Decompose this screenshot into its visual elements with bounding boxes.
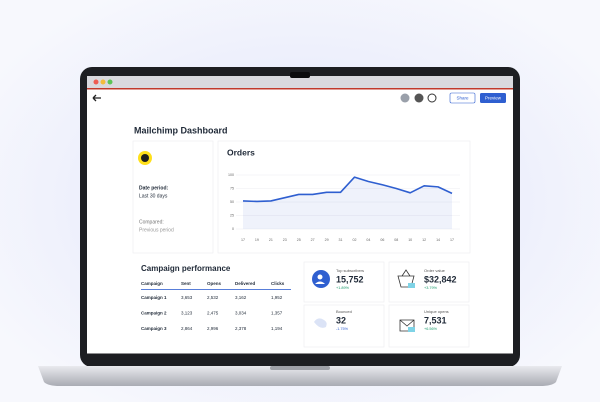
subscribers-icon-body (315, 281, 325, 284)
subscribers-icon-head (317, 274, 323, 280)
x-tick-label: 02 (352, 238, 356, 242)
stat-label: Bounced (336, 309, 352, 314)
stat-card (388, 304, 470, 348)
window-maximize[interactable] (107, 79, 113, 85)
orders-card (217, 140, 471, 254)
share-button[interactable] (449, 92, 476, 104)
table-header: Delivered (235, 281, 256, 286)
title-bar-line (87, 88, 513, 90)
table-header: Opens (207, 281, 222, 286)
chart-title: Orders (227, 147, 255, 157)
avatar-add[interactable] (427, 93, 437, 103)
stat-card (388, 261, 470, 303)
table-cell: 2,475 (207, 311, 219, 316)
compared-label: Compared: (139, 219, 164, 225)
line (242, 176, 453, 203)
x-tick-label: 08 (394, 238, 398, 242)
stat-card (303, 304, 385, 348)
stat-value: 15,752 (336, 274, 364, 284)
x-tick-label: 25 (297, 238, 301, 242)
table-cell: 3,162 (235, 295, 247, 300)
table-cell: 3,653 (181, 295, 193, 300)
dashboard-title: Mailchimp Dashboard (134, 125, 228, 135)
x-tick-label: 17 (450, 238, 454, 242)
table-cell: 1,952 (271, 295, 283, 300)
table-header-rule (141, 289, 291, 290)
table-title: Campaign performance (141, 264, 231, 273)
stat-change: -1.75% (336, 327, 349, 331)
back-arrow[interactable] (92, 94, 101, 102)
x-tick-label: 04 (366, 238, 370, 242)
preview-label[interactable]: Preview (485, 95, 502, 100)
table-cell: 2,996 (207, 326, 219, 331)
x-tick-label: 19 (255, 238, 259, 242)
table-cell: 2,532 (207, 295, 219, 300)
table-cell: 2,378 (235, 326, 247, 331)
camera-notch (290, 72, 310, 78)
y-tick-label: 75 (230, 186, 234, 190)
campaign-name: Campaign 2 (141, 311, 167, 316)
table-header: Campaign (141, 281, 163, 286)
y-tick-label: 0 (232, 227, 234, 231)
stat-value: $32,842 (424, 274, 457, 284)
date-value: Last 30 days (139, 193, 168, 199)
y-tick-label: 25 (230, 213, 234, 217)
table-cell: 3,034 (235, 311, 247, 316)
table-header: Clicks (271, 281, 285, 286)
table-cell: 2,864 (181, 326, 193, 331)
campaign-table: Campaign Sent Opens Delivered Clicks Campaign… (141, 281, 285, 331)
date-label: Date period: (139, 185, 169, 191)
stat-label: Unique opens (424, 309, 449, 314)
compared-value: Previous period (139, 227, 174, 233)
stat-change: +6.56% (424, 327, 438, 331)
preview-button[interactable] (480, 93, 506, 103)
avatar[interactable] (400, 93, 410, 103)
stat-value: 7,531 (424, 315, 447, 325)
x-tick-label: 14 (436, 238, 440, 242)
table-header: Sent (181, 281, 191, 286)
order-icon-tag (408, 283, 415, 288)
laptop-base (38, 366, 562, 386)
share-label[interactable]: Share (456, 95, 469, 100)
x-tick-label: 31 (339, 238, 343, 242)
stat-value: 32 (336, 315, 346, 325)
x-tick-label: 27 (311, 238, 315, 242)
x-tick-label: 12 (422, 238, 426, 242)
x-tick-label: 10 (408, 238, 412, 242)
title-bar (87, 76, 513, 88)
stat-change: +1.89% (336, 286, 350, 290)
window-close[interactable] (93, 79, 99, 85)
stat-change: +3.79% (424, 286, 438, 290)
y-tick-label: 100 (228, 173, 234, 177)
bounced-icon (314, 318, 327, 328)
mailchimp-logo-inner (141, 154, 149, 162)
y-tick-label: 50 (230, 200, 234, 204)
orders-chart: 0 25 50 75 100 17 19 21 23 25 27 29 31 02 04 06 08 10 12 14… (228, 173, 460, 242)
x-tick-label: 21 (269, 238, 273, 242)
x-tick-label: 23 (283, 238, 287, 242)
stat-label: Order value (424, 268, 446, 273)
x-tick-label: 29 (325, 238, 329, 242)
table-cell: 1,357 (271, 311, 283, 316)
campaign-name: Campaign 3 (141, 326, 167, 331)
stat-label: Top subscribers (336, 268, 364, 273)
avatar[interactable] (414, 93, 424, 103)
x-tick-label: 06 (380, 238, 384, 242)
x-tick-label: 17 (241, 238, 245, 242)
table-cell: 1,194 (271, 326, 283, 331)
laptop-notch (270, 366, 330, 370)
window-minimize[interactable] (100, 79, 106, 85)
table-cell: 3,123 (181, 311, 193, 316)
opens-icon-tag (408, 327, 415, 332)
campaign-name: Campaign 1 (141, 295, 167, 300)
